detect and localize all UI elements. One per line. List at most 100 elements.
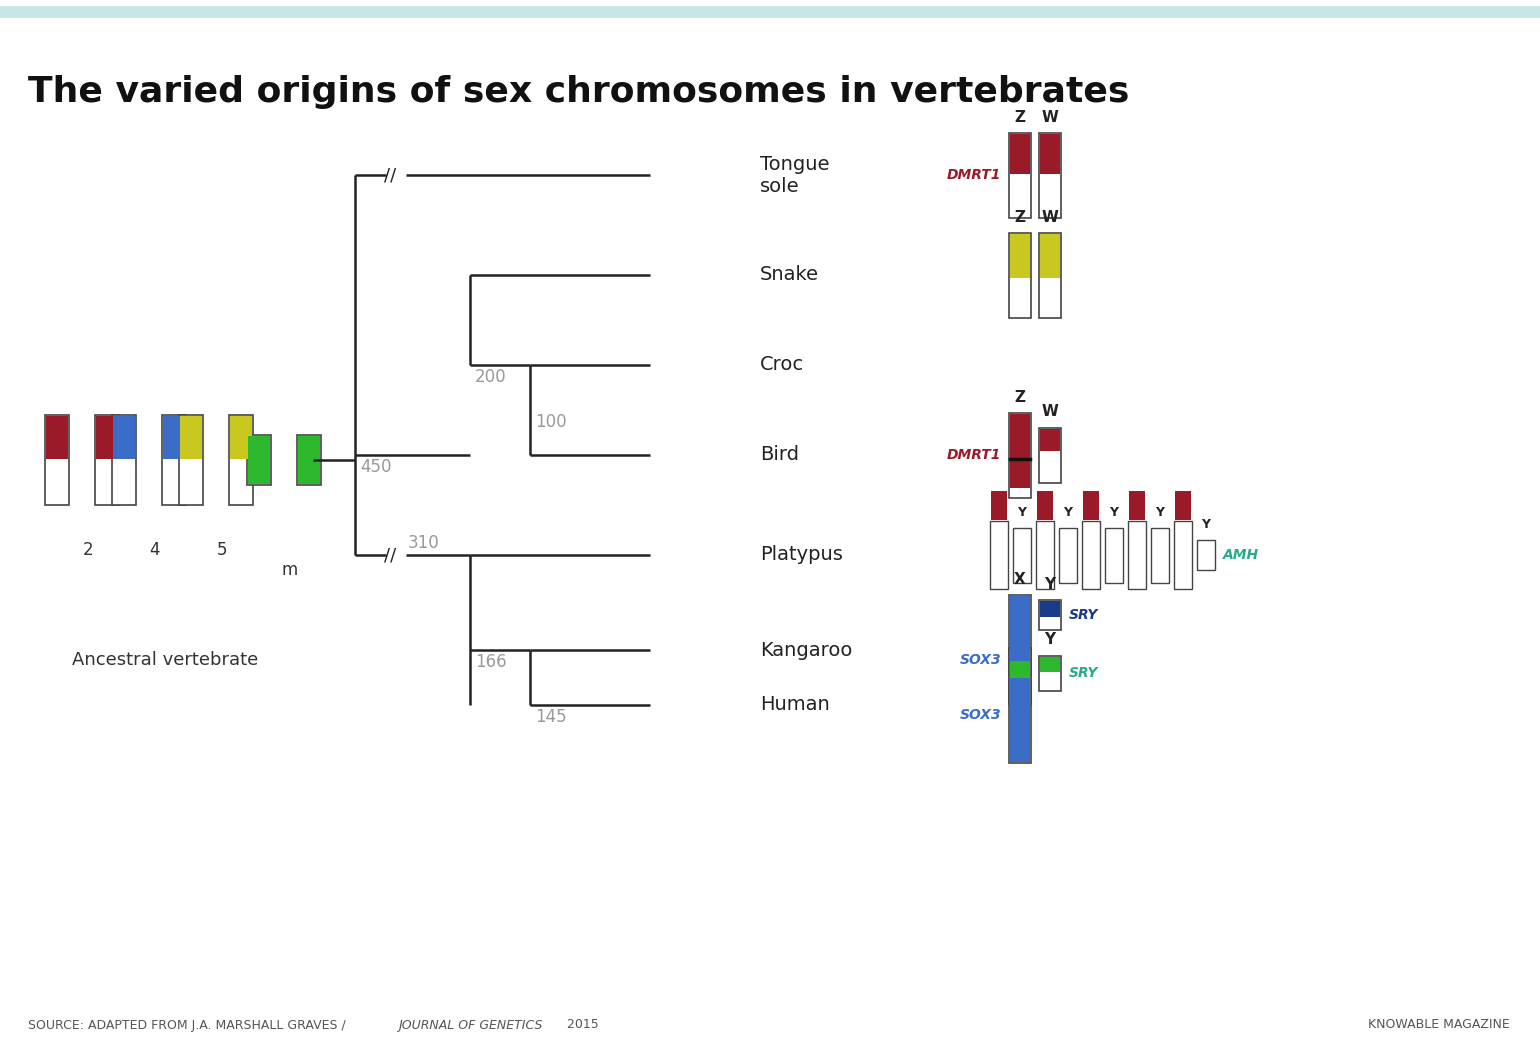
Bar — [1040, 601, 1060, 617]
Bar — [112, 416, 136, 505]
Bar — [1040, 600, 1061, 630]
Text: The varied origins of sex chromosomes in vertebrates: The varied origins of sex chromosomes in… — [28, 75, 1129, 109]
Bar — [1040, 132, 1061, 217]
Text: SOURCE: ADAPTED FROM J.A. MARSHALL GRAVES /: SOURCE: ADAPTED FROM J.A. MARSHALL GRAVE… — [28, 1019, 350, 1031]
Text: //: // — [383, 166, 396, 184]
Bar — [1040, 656, 1060, 672]
Bar — [1036, 522, 1053, 589]
Bar — [1083, 492, 1100, 520]
Text: W: W — [1041, 109, 1058, 124]
Bar — [179, 416, 203, 505]
Bar — [1010, 413, 1030, 488]
Bar — [1040, 428, 1060, 452]
Text: Human: Human — [761, 695, 830, 714]
Text: Z: Z — [1015, 109, 1026, 124]
Text: SOX3: SOX3 — [959, 653, 1001, 667]
Bar — [95, 416, 119, 459]
Text: 166: 166 — [474, 653, 507, 671]
Text: Croc: Croc — [761, 355, 804, 374]
Text: 450: 450 — [360, 458, 391, 476]
Bar — [299, 436, 320, 484]
Bar — [297, 435, 320, 485]
Text: 2: 2 — [83, 541, 94, 559]
Text: Platypus: Platypus — [761, 546, 842, 565]
Bar — [1127, 522, 1146, 589]
Bar — [1009, 412, 1030, 497]
Bar — [992, 492, 1007, 520]
Bar — [1040, 233, 1060, 278]
Bar — [1106, 528, 1123, 583]
Text: X: X — [1178, 499, 1187, 512]
Text: DMRT1: DMRT1 — [947, 448, 1001, 462]
Bar — [1009, 595, 1030, 705]
Bar — [229, 416, 253, 505]
Text: Y: Y — [1109, 506, 1118, 518]
Text: Z: Z — [1015, 210, 1026, 225]
Text: X: X — [1015, 572, 1026, 587]
Text: X: X — [995, 499, 1004, 512]
Bar — [1173, 522, 1192, 589]
Bar — [162, 416, 186, 505]
Bar — [1036, 492, 1053, 520]
Text: 145: 145 — [534, 708, 567, 726]
Text: Y: Y — [1044, 633, 1055, 648]
Bar — [1010, 596, 1030, 704]
Bar — [1083, 522, 1100, 589]
Text: SRY: SRY — [1069, 666, 1098, 681]
Text: 310: 310 — [408, 534, 440, 552]
Text: //: // — [383, 546, 396, 564]
Text: AMH: AMH — [1223, 548, 1260, 562]
Text: X: X — [1132, 499, 1141, 512]
Bar — [990, 522, 1009, 589]
Text: 100: 100 — [534, 413, 567, 431]
Bar — [45, 416, 69, 505]
Bar — [1010, 660, 1030, 677]
Bar — [1175, 492, 1190, 520]
Text: Y: Y — [1201, 518, 1210, 531]
Text: Y: Y — [1155, 506, 1164, 518]
Text: Tongue
sole: Tongue sole — [761, 155, 830, 195]
Text: Y: Y — [1018, 506, 1027, 518]
Bar — [163, 416, 185, 459]
Text: m: m — [282, 561, 299, 579]
Bar — [1010, 134, 1030, 174]
Text: Y: Y — [1044, 577, 1055, 591]
Bar — [1197, 540, 1215, 570]
Text: 5: 5 — [217, 541, 228, 559]
Bar — [1010, 233, 1030, 278]
Bar — [1129, 492, 1146, 520]
Text: X: X — [1040, 499, 1050, 512]
Text: DMRT1: DMRT1 — [947, 167, 1001, 182]
Text: Snake: Snake — [761, 265, 819, 284]
Bar — [112, 416, 136, 459]
Bar — [46, 416, 68, 459]
Text: SRY: SRY — [1069, 608, 1098, 622]
Text: Y: Y — [1064, 506, 1072, 518]
Bar — [1150, 528, 1169, 583]
Bar — [246, 435, 271, 485]
Bar — [0, 6, 1540, 18]
Bar — [95, 416, 119, 505]
Text: Bird: Bird — [761, 445, 799, 464]
Text: X: X — [1086, 499, 1096, 512]
Bar — [1040, 134, 1060, 174]
Bar — [1009, 232, 1030, 318]
Bar — [1060, 528, 1076, 583]
Text: Kangaroo: Kangaroo — [761, 640, 852, 659]
Bar — [1009, 132, 1030, 217]
Text: 2015: 2015 — [564, 1019, 599, 1031]
Text: Z: Z — [1015, 389, 1026, 405]
Bar — [180, 416, 202, 459]
Text: JOURNAL OF GENETICS: JOURNAL OF GENETICS — [397, 1019, 542, 1031]
Bar — [1040, 655, 1061, 690]
Bar — [1040, 427, 1061, 482]
Text: W: W — [1041, 405, 1058, 420]
Text: X: X — [1015, 624, 1026, 639]
Bar — [229, 416, 253, 459]
Text: 4: 4 — [149, 541, 160, 559]
Text: W: W — [1041, 210, 1058, 225]
Bar — [1009, 648, 1030, 762]
Bar — [1040, 232, 1061, 318]
Bar — [248, 436, 270, 484]
Text: SOX3: SOX3 — [959, 708, 1001, 722]
